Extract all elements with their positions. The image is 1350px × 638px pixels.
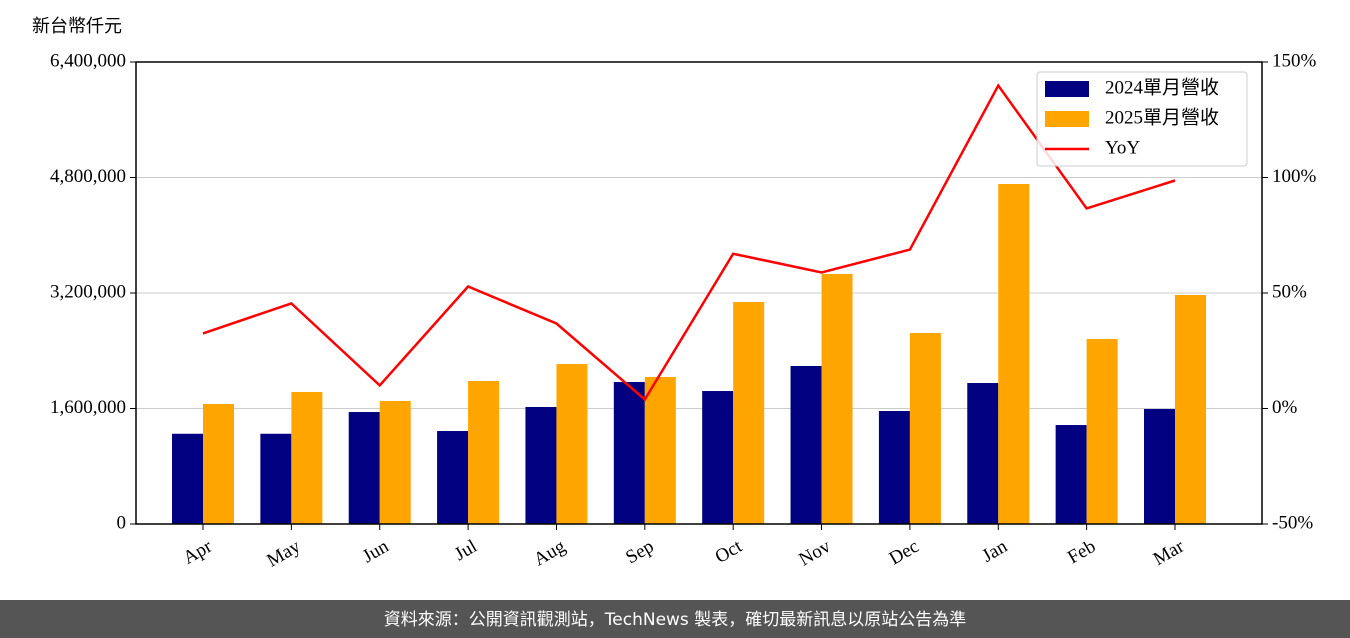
y2-tick-label: 0% [1272,397,1298,418]
y-tick-label: 0 [117,512,127,533]
x-tick-label: Feb [1064,536,1099,568]
bar [1086,338,1118,524]
bar [1055,425,1087,524]
legend-swatch [1045,111,1089,127]
x-tick-label: Nov [795,536,834,571]
y2-tick-label: 50% [1272,281,1307,302]
y-tick-label: 1,600,000 [50,397,126,418]
bar [1144,409,1175,524]
y-tick-label: 3,200,000 [50,281,126,302]
x-tick-label: Aug [530,536,569,571]
bar [733,302,765,524]
x-tick-label: Jun [359,536,393,568]
y-tick-label: 6,400,000 [50,50,126,71]
bar [967,383,999,524]
plot-frame [135,61,1263,525]
bar [790,365,822,524]
bar [821,274,853,524]
legend-label: 2025單月營收 [1105,106,1219,128]
legend-swatch [1045,81,1089,97]
bar [203,404,234,524]
bar [525,406,557,524]
bar [260,433,292,524]
bar [291,391,323,524]
x-tick-label: Jul [451,536,481,565]
legend-label: 2024單月營收 [1105,76,1219,98]
x-tick-label: Jan [979,536,1012,567]
bar [909,332,941,524]
line [202,83,1176,402]
footer-band [0,600,1350,638]
x-tick-label: Sep [622,536,657,568]
x-tick-label: Apr [180,536,217,569]
y-axis-label: 新台幣仟元 [32,16,122,37]
bar [468,380,500,524]
bar [613,382,645,524]
bar [172,433,203,524]
bar [556,364,588,524]
legend-label: YoY [1105,137,1140,158]
bar [379,400,411,524]
x-tick-label: Mar [1150,536,1188,570]
bar [1175,295,1206,524]
y2-tick-label: 150% [1272,50,1317,71]
y-tick-label: 4,800,000 [50,166,126,187]
x-tick-label: May [263,536,304,572]
x-tick-label: Oct [712,536,747,568]
bar [878,411,910,524]
bar [437,431,469,524]
bar [702,391,734,524]
y2-tick-label: 100% [1272,166,1317,187]
footer-text: 資料來源：公開資訊觀測站，TechNews 製表，確切最新訊息以原站公告為準 [384,610,966,630]
bar [348,412,380,524]
bar [998,183,1030,524]
y2-tick-label: -50% [1272,512,1313,533]
x-tick-label: Dec [886,536,923,569]
legend-box [1036,71,1248,167]
bar [644,377,676,524]
